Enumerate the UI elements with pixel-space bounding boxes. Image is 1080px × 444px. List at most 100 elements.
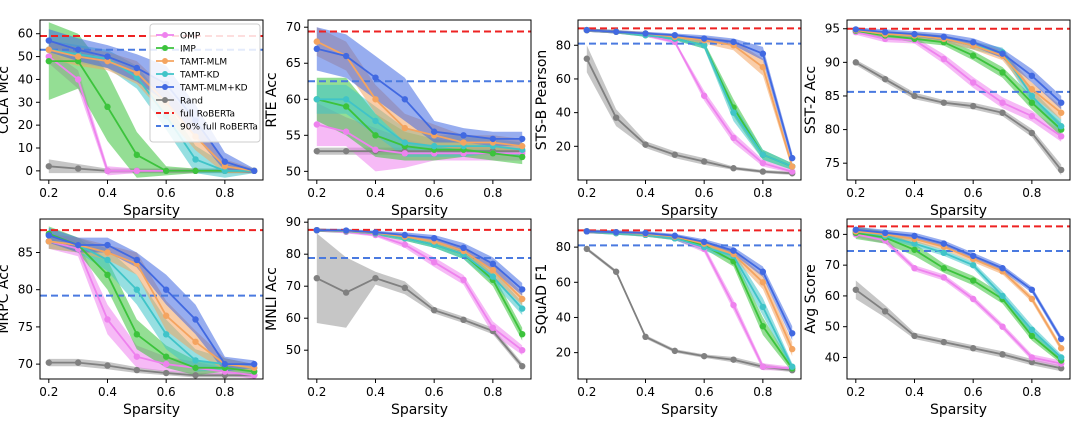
point-rand [133,366,141,374]
point-rand [430,307,438,314]
band-tamt-mlm-kd [586,28,793,164]
point-tamt-mlm-kd [460,132,467,139]
x-tick-label: 0.2 [846,385,865,399]
panel-squad: 0.2 0.4 0.6 0.8 20 40 60 80 SQuAD F1 Sparsity [534,218,802,418]
series-line-tamt-mlm [48,240,255,369]
point-tamt-mlm [759,279,767,286]
point-tamt-kd [759,151,767,158]
point-tamt-kd [1028,92,1036,100]
point-rand [313,275,321,282]
series-line-rand [316,277,523,367]
band-tamt-mlm [855,28,1062,120]
point-omp [489,324,497,331]
point-rand [881,75,889,83]
point-imp [969,52,977,59]
y-tick-label: 20 [556,139,571,153]
point-tamt-mlm-kd [74,241,82,249]
legend-label-rand: Rand [180,97,203,107]
point-tamt-mlm-kd [342,52,350,60]
point-rand [460,316,467,323]
axes-frame [39,19,264,181]
series-line-rand [586,248,793,372]
point-tamt-mlm-kd [1028,72,1036,79]
point-omp [730,134,737,142]
series-line-rand [48,361,255,377]
band-tamt-mlm-kd [586,229,793,341]
x-axis-label: Sparsity [123,402,180,418]
series-line-imp [48,233,255,373]
point-rand [999,351,1006,358]
point-imp [911,246,918,253]
y-tick-label: 70 [286,279,301,293]
x-tick-label: 0.6 [695,385,714,399]
point-rand [642,333,649,341]
axes-frame [577,19,802,181]
point-tamt-mlm [221,163,229,170]
point-rand [1028,129,1036,137]
y-tick-label: 90 [286,215,301,229]
band-rand [855,59,1062,176]
band-omp [48,49,255,176]
point-tamt-mlm-kd [1057,335,1065,343]
band-tamt-kd [48,233,255,372]
point-tamt-mlm-kd [250,360,258,368]
axes-frame [846,19,1071,181]
point-rand [192,372,199,379]
series-line-tamt-mlm-kd [316,229,523,291]
point-tamt-mlm-kd [401,96,409,103]
x-tick-label: 0.8 [483,385,502,399]
series-line-tamt-mlm-kd [586,230,794,334]
point-imp [342,103,350,110]
point-tamt-mlm-kd [642,30,649,37]
point-rand [700,158,708,165]
x-tick-label: 0.4 [366,385,385,399]
x-tick-label: 0.4 [366,186,385,200]
y-tick-label: 40 [556,106,571,120]
point-imp [1028,332,1036,340]
series-line-tamt-mlm [855,29,1062,114]
legend-marker-omp [162,32,168,38]
point-imp [372,132,379,139]
point-rand [104,362,111,369]
point-imp [104,271,111,279]
point-omp [1057,133,1065,140]
point-rand [911,92,918,100]
point-tamt-mlm [401,124,409,132]
axes-frame [307,19,532,181]
x-tick-label: 0.4 [98,186,117,200]
legend-marker-rand [162,97,168,103]
series-line-omp [855,233,1062,365]
axes-frame [39,218,264,380]
axes-frame [846,218,1071,380]
band-imp [855,226,1062,364]
point-omp [74,76,82,83]
point-rand [852,286,860,293]
y-tick-label: 10 [18,141,33,155]
y-tick-label: 50 [286,164,301,178]
panel-stsb: 0.2 0.4 0.6 0.8 20 40 60 80 STS-B Pearson Sparsit… [534,19,802,219]
y-tick-label: 20 [18,118,33,132]
point-rand [1057,166,1065,174]
point-tamt-mlm-kd [430,235,438,242]
series-line-imp [316,98,523,158]
point-omp [1028,112,1036,120]
point-tamt-mlm-kd [372,74,379,81]
point-tamt-mlm-kd [642,229,649,237]
plot-area [847,26,1070,176]
plot-area [578,26,801,177]
point-tamt-mlm-kd [852,26,860,33]
point-tamt-mlm-kd [700,35,708,42]
y-axis-label: Avg Score [803,264,819,334]
point-tamt-mlm-kd [430,128,438,135]
point-rand [162,369,170,377]
point-tamt-kd [192,357,199,364]
legend-box [149,23,261,143]
point-omp [759,159,767,167]
panel-avg: 0.2 0.4 0.6 0.8 40 50 60 70 80 Avg Score Sparsity [803,218,1071,418]
point-tamt-mlm-kd [583,26,591,34]
x-tick-label: 0.6 [425,186,444,200]
point-tamt-mlm [518,142,526,150]
point-tamt-mlm-kd [192,316,199,323]
point-tamt-mlm-kd [969,38,977,46]
